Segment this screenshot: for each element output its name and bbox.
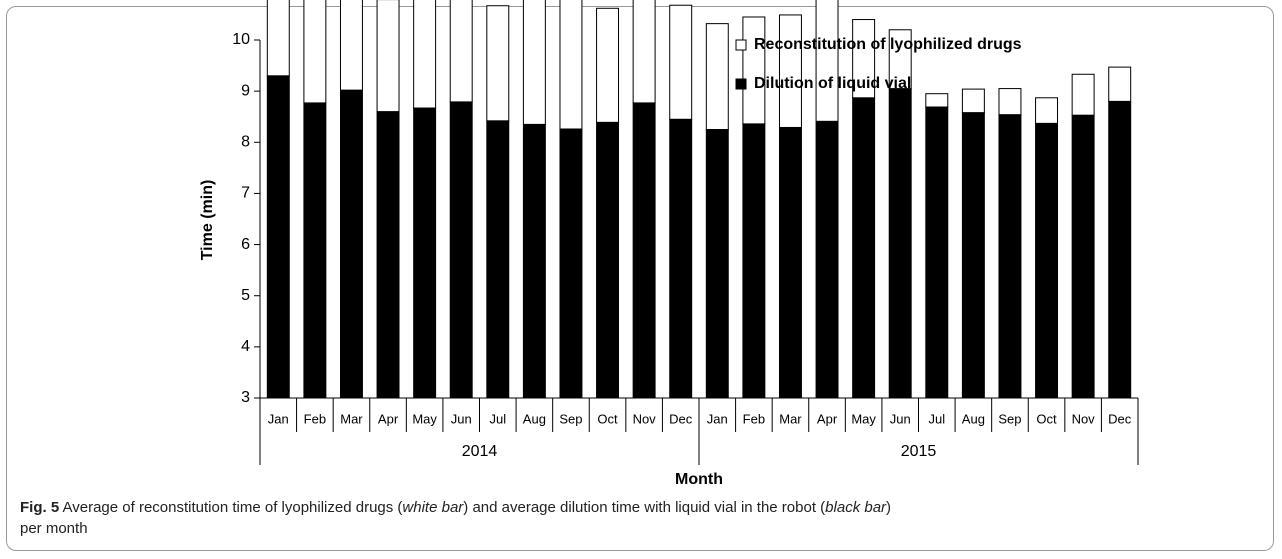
bar-segment: [486, 5, 510, 122]
y-tick-label: 3: [241, 389, 250, 406]
bar-segment: [852, 97, 876, 399]
bar-segment: [596, 121, 620, 399]
bar-segment: [778, 14, 802, 128]
x-tick-label: Feb: [743, 411, 765, 426]
bar-segment: [339, 89, 363, 399]
bar-segment: [888, 88, 912, 399]
bar-segment: [559, 128, 583, 399]
bar-segment: [632, 0, 656, 104]
bar-segment: [559, 0, 583, 130]
bar-segment: [961, 112, 985, 399]
x-tick-label: Dec: [669, 411, 693, 426]
caption-text: Average of reconstitution time of lyophi…: [62, 499, 403, 516]
bar-segment: [742, 123, 766, 399]
caption-text: white bar: [402, 499, 464, 516]
bar-segment: [413, 107, 437, 399]
y-tick-label: 8: [241, 134, 250, 151]
bar-segment: [1071, 114, 1095, 399]
x-tick-label: Feb: [304, 411, 326, 426]
y-tick-label: 5: [241, 287, 250, 304]
y-tick-label: 4: [241, 338, 250, 355]
bar-segment: [596, 7, 620, 123]
x-tick-label: Aug: [962, 411, 985, 426]
bar-segment: [376, 0, 400, 113]
y-tick-label: 6: [241, 236, 250, 253]
bar-segment: [925, 106, 949, 399]
group-label: 2015: [901, 443, 937, 460]
bar-segment: [669, 4, 693, 120]
bar-segment: [339, 0, 363, 91]
bar-segment: [888, 29, 912, 90]
bar-segment: [705, 23, 729, 130]
x-tick-label: Dec: [1108, 411, 1132, 426]
bar-segment: [961, 88, 985, 114]
bar-segment: [449, 101, 473, 399]
legend-label: Dilution of liquid vial: [754, 75, 911, 92]
bar-segment: [522, 0, 546, 125]
y-tick-label: 9: [241, 82, 250, 99]
bar-segment: [486, 120, 510, 399]
bar-segment: [632, 102, 656, 399]
bar-segment: [742, 16, 766, 125]
caption: Fig. 5 Average of reconstitution time of…: [20, 497, 1260, 539]
x-tick-label: Aug: [523, 411, 546, 426]
bar-segment: [266, 0, 290, 77]
x-tick-label: Jul: [489, 411, 506, 426]
x-tick-label: May: [851, 411, 876, 426]
x-tick-label: Oct: [597, 411, 618, 426]
x-tick-label: Nov: [1072, 411, 1096, 426]
caption-text: per month: [20, 520, 88, 537]
bar-segment: [1035, 122, 1059, 399]
bar-segment: [778, 126, 802, 399]
x-tick-label: Jun: [890, 411, 911, 426]
bar-segment: [705, 129, 729, 399]
bar-segment: [998, 88, 1022, 116]
legend-swatch: [735, 39, 747, 51]
x-tick-label: Mar: [779, 411, 802, 426]
bar-segment: [449, 0, 473, 103]
bar-segment: [522, 123, 546, 399]
x-tick-label: Nov: [633, 411, 657, 426]
x-tick-label: Apr: [817, 411, 838, 426]
bar-segment: [669, 118, 693, 399]
x-tick-label: Oct: [1036, 411, 1057, 426]
legend-swatch: [735, 78, 747, 90]
x-tick-label: Jan: [707, 411, 728, 426]
bar-segment: [303, 0, 327, 104]
x-tick-label: Mar: [340, 411, 363, 426]
bar-segment: [413, 0, 437, 109]
group-label: 2014: [462, 443, 498, 460]
bar-segment: [266, 75, 290, 399]
chart: Time (min) Month 3 4 5 6 7 8 9 10 Jan Feb Mar Apr Ma…: [199, 0, 1139, 488]
bar-segment: [925, 93, 949, 108]
y-axis-label: Time (min): [199, 180, 216, 261]
caption-text: ): [886, 499, 892, 516]
bar-segment: [376, 111, 400, 399]
bar-segment: [815, 0, 839, 122]
x-tick-label: Sep: [559, 411, 582, 426]
x-tick-label: Jul: [928, 411, 945, 426]
caption-label: Fig. 5: [20, 499, 60, 516]
x-tick-label: Jun: [451, 411, 472, 426]
x-tick-label: May: [412, 411, 437, 426]
caption-text: black bar: [825, 499, 887, 516]
y-tick-label: 7: [241, 185, 250, 202]
x-axis-label: Month: [675, 471, 723, 488]
x-tick-label: Jan: [268, 411, 289, 426]
bar-segment: [852, 19, 876, 99]
legend-label: Reconstitution of lyophilized drugs: [754, 36, 1022, 53]
y-tick-label: 10: [232, 31, 250, 48]
bar-segment: [1108, 66, 1132, 102]
caption-text: ) and average dilution time with liquid …: [463, 499, 826, 516]
bar-segment: [303, 102, 327, 399]
x-tick-label: Sep: [998, 411, 1021, 426]
x-tick-label: Apr: [378, 411, 399, 426]
bar-segment: [1035, 97, 1059, 124]
bar-segment: [1108, 100, 1132, 399]
bar-segment: [998, 114, 1022, 399]
bar-segment: [815, 120, 839, 399]
bar-segment: [1071, 73, 1095, 116]
